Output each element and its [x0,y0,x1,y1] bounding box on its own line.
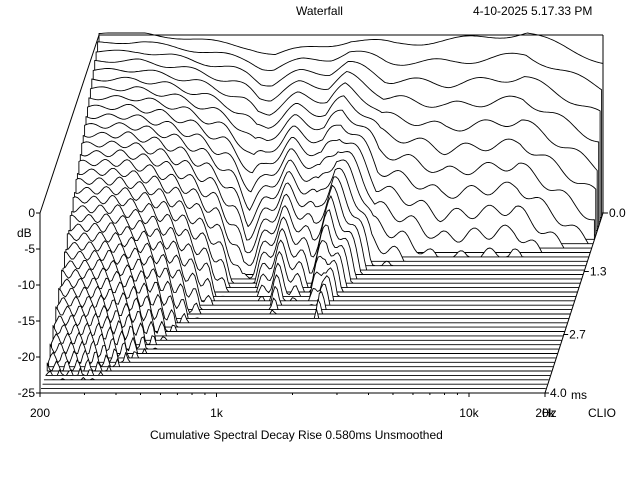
decay-slices [39,32,604,394]
decay-slice [68,222,574,306]
y-tick-label: 0 [28,206,35,220]
decay-slice [43,377,549,381]
y-axis-label: dB [17,226,32,240]
back-edge-line [39,34,100,214]
x-tick-label: 10k [459,406,479,420]
y-tick-label: -15 [18,314,36,328]
x-axis-unit: Hz [542,406,557,420]
y-tick-label: -20 [18,350,36,364]
chart-subtitle: Cumulative Spectral Decay Rise 0.580ms U… [150,428,443,442]
decay-slice [69,213,575,302]
chart-title: Waterfall [296,4,343,18]
x-tick-label: 200 [30,406,50,420]
y-tick-label: -5 [24,242,35,256]
z-axis-unit: ms [571,388,587,402]
decay-slice [66,231,572,311]
decay-slice [49,340,555,363]
timestamp: 4-10-2025 5.17.33 PM [473,4,592,18]
z-tick-label: 0.0 [609,206,626,220]
z-axis-line [544,212,604,394]
y-tick-label: -10 [18,278,36,292]
decay-slice [71,204,577,297]
decay-slice [72,194,578,293]
decay-slice [46,358,552,372]
z-tick-label: 4.0 [550,386,567,400]
decay-slice [45,367,551,376]
brand-label: CLIO [588,406,616,420]
z-tick-label: 2.7 [569,328,586,342]
y-tick-label: -25 [18,386,36,400]
x-tick-label: 1k [210,406,224,420]
z-tick-label: 1.3 [590,265,607,279]
x-tick-label: 20k [535,406,555,420]
axis-ticks: 0 -5 -10 -15 -20 -25 200 1k 10k 20k 0.0 1.3 2.7 4.0 [18,206,626,420]
